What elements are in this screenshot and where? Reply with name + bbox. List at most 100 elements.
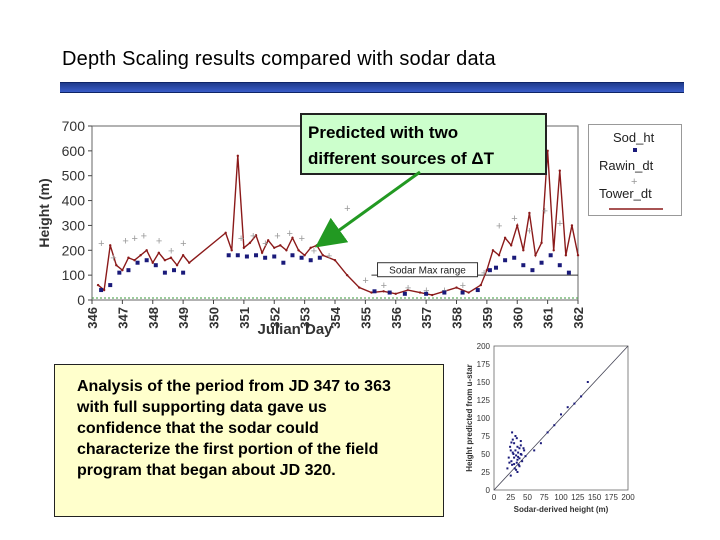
rawin-point: + — [98, 238, 104, 250]
sodar-point — [181, 270, 186, 275]
sodar-point — [281, 260, 286, 265]
scatter-point — [513, 442, 516, 445]
sodar-point — [512, 255, 517, 260]
sodar-point — [539, 260, 544, 265]
x-tick-label: 352 — [267, 307, 282, 329]
tower-point — [479, 283, 482, 287]
rawin-point: + — [460, 280, 466, 292]
tower-point — [309, 246, 312, 249]
sodar-point — [372, 289, 377, 294]
annotation-label: Sodar Max range — [389, 266, 466, 277]
scatter-x-tick-label: 100 — [554, 493, 568, 502]
tower-point — [188, 261, 191, 264]
y-tick-label: 700 — [62, 118, 86, 134]
y-tick-label: 0 — [77, 292, 85, 308]
rawin-point: + — [156, 235, 162, 247]
sodar-point — [503, 258, 508, 263]
sodar-point — [487, 268, 492, 273]
predicted-callout: Predicted with two different sources of … — [300, 113, 547, 175]
tower-point — [503, 236, 507, 240]
scatter-y-tick-label: 200 — [477, 342, 491, 351]
tower-point — [127, 256, 130, 259]
scatter-point — [516, 471, 519, 473]
scatter-x-tick-label: 50 — [523, 493, 532, 502]
note-line-3: confidence that the sodar could — [77, 420, 319, 437]
y-tick-label: 100 — [62, 267, 86, 283]
reference-line — [493, 345, 629, 491]
legend-label-tower: Tower_dt — [599, 186, 652, 201]
rawin-point: + — [180, 238, 186, 250]
sodar-point — [548, 253, 553, 258]
rawin-point: + — [122, 235, 128, 247]
tower-point — [552, 249, 555, 252]
note-line-5: program that began about JD 320. — [77, 462, 336, 479]
sodar-point — [442, 290, 447, 295]
sodar-point — [308, 258, 313, 263]
tower-point — [230, 249, 233, 252]
x-tick-label: 351 — [237, 307, 252, 329]
tower-point — [528, 211, 531, 215]
tower-point — [248, 241, 252, 245]
tower-point — [467, 291, 470, 294]
y-axis-label: Height (m) — [36, 178, 52, 247]
rawin-point: + — [511, 213, 517, 225]
scatter-point — [509, 449, 512, 452]
callout-line-2: different sources of ΔT — [308, 149, 495, 168]
sodar-point — [317, 255, 322, 260]
tower-point — [181, 254, 185, 257]
scatter-point — [508, 461, 511, 464]
scatter-point — [515, 437, 518, 440]
tower-point — [382, 290, 385, 293]
sodar-point — [172, 268, 177, 273]
scatter-x-tick-label: 150 — [588, 493, 602, 502]
tower-point — [260, 251, 264, 254]
tower-point — [96, 283, 100, 287]
scatter-point — [518, 457, 521, 460]
scatter-point — [533, 449, 536, 452]
scatter-point — [513, 467, 516, 470]
scatter-point — [546, 431, 549, 434]
rawin-point: + — [496, 220, 502, 232]
scatter-point — [507, 456, 510, 459]
tower-point — [540, 241, 543, 245]
scatter-point — [519, 444, 522, 447]
rawin-point: + — [110, 253, 116, 265]
sodar-point — [530, 268, 535, 273]
sodar-point — [424, 291, 429, 296]
analysis-note: Analysis of the period from JD 347 to 36… — [54, 364, 444, 517]
tower-point — [509, 244, 513, 247]
legend-marker-sodar — [633, 148, 637, 152]
x-tick-label: 347 — [115, 307, 130, 329]
x-tick-label: 356 — [389, 307, 404, 329]
rawin-point: + — [405, 283, 411, 295]
tower-point — [303, 254, 306, 257]
tower-point — [291, 236, 294, 240]
scatter-x-tick-label: 0 — [492, 493, 497, 502]
y-tick-label: 200 — [62, 242, 86, 258]
scatter-point — [518, 447, 521, 450]
sodar-point — [135, 260, 140, 265]
tower-point — [558, 169, 561, 172]
tower-point — [406, 288, 410, 292]
rawin-point: + — [557, 218, 563, 230]
tower-point — [157, 251, 161, 254]
tower-point — [102, 288, 106, 292]
scatter-point — [506, 467, 509, 470]
scatter-y-tick-label: 50 — [481, 450, 490, 459]
scatter-point — [514, 435, 517, 437]
sodar-point — [117, 270, 122, 275]
sodar-point — [290, 253, 295, 258]
scatter-point — [510, 441, 513, 444]
scatter-y-tick-label: 75 — [481, 432, 490, 441]
scatter-point — [523, 449, 526, 452]
rawin-point: + — [132, 233, 138, 245]
sodar-point — [235, 253, 240, 258]
scatter-point — [513, 456, 516, 459]
legend-label-sodar: Sod_ht — [613, 130, 655, 145]
sodar-point — [126, 268, 131, 273]
tower-point — [266, 239, 270, 242]
tower-point — [236, 154, 239, 158]
scatter-x-tick-label: 175 — [605, 493, 619, 502]
tower-point — [169, 256, 173, 259]
rawin-point: + — [286, 228, 292, 240]
